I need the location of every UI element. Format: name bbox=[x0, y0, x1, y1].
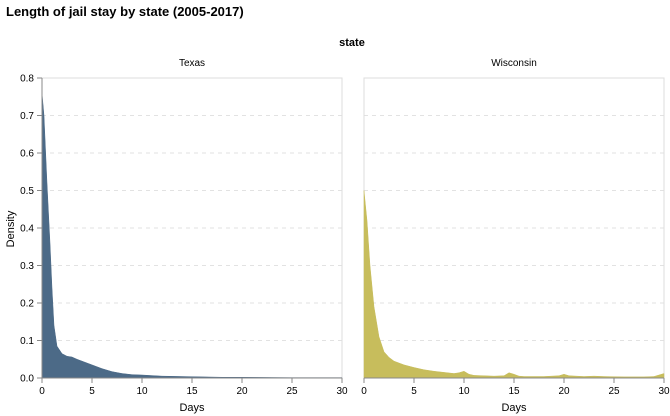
y-tick-label: 0.2 bbox=[20, 299, 34, 310]
facet-label: Wisconsin bbox=[491, 58, 537, 69]
panel-wisconsin: Wisconsin 0 5 10 15 20 25 30 Days bbox=[361, 58, 670, 414]
x-tick-label: 20 bbox=[558, 386, 570, 397]
x-tick-label: 30 bbox=[336, 386, 348, 397]
x-axis-title: Days bbox=[179, 402, 205, 414]
x-tick-label: 15 bbox=[508, 386, 520, 397]
x-tick-label: 20 bbox=[236, 386, 248, 397]
x-tick-label: 10 bbox=[458, 386, 470, 397]
x-tick-label: 5 bbox=[89, 386, 95, 397]
x-tick-label: 0 bbox=[361, 386, 367, 397]
x-axis-title: Days bbox=[501, 402, 527, 414]
y-tick-label: 0.4 bbox=[20, 224, 34, 235]
x-tick-label: 15 bbox=[186, 386, 198, 397]
x-tick-label: 5 bbox=[411, 386, 417, 397]
facet-panels: Texas 0 5 10 15 20 25 30 Days 0.0 0.1 0.2 0.3 0.4 0.5 0… bbox=[20, 58, 670, 414]
y-tick-label: 0.8 bbox=[20, 74, 34, 85]
density-area-texas bbox=[41, 92, 343, 379]
chart-title: Length of jail stay by state (2005-2017) bbox=[6, 4, 244, 19]
panel-texas: Texas 0 5 10 15 20 25 30 Days 0.0 0.1 0.2 0.3 0.4 0.5 0… bbox=[20, 58, 348, 414]
x-tick-label: 10 bbox=[136, 386, 148, 397]
facet-header: state bbox=[339, 37, 365, 49]
panel-frame bbox=[41, 77, 343, 379]
y-tick-label: 0.3 bbox=[20, 261, 34, 272]
y-tick-label: 0.6 bbox=[20, 149, 34, 160]
x-tick-label: 25 bbox=[286, 386, 298, 397]
facet-label: Texas bbox=[179, 58, 205, 69]
y-tick-label: 0.7 bbox=[20, 111, 34, 122]
x-tick-label: 25 bbox=[608, 386, 620, 397]
x-tick-label: 0 bbox=[39, 386, 45, 397]
y-tick-label: 0.1 bbox=[20, 336, 34, 347]
panel-frame bbox=[363, 77, 665, 379]
x-tick-label: 30 bbox=[658, 386, 670, 397]
density-area-wisconsin bbox=[363, 190, 665, 379]
y-tick-label: 0.0 bbox=[20, 374, 34, 385]
y-tick-label: 0.5 bbox=[20, 186, 34, 197]
y-axis-title: Density bbox=[5, 210, 17, 247]
